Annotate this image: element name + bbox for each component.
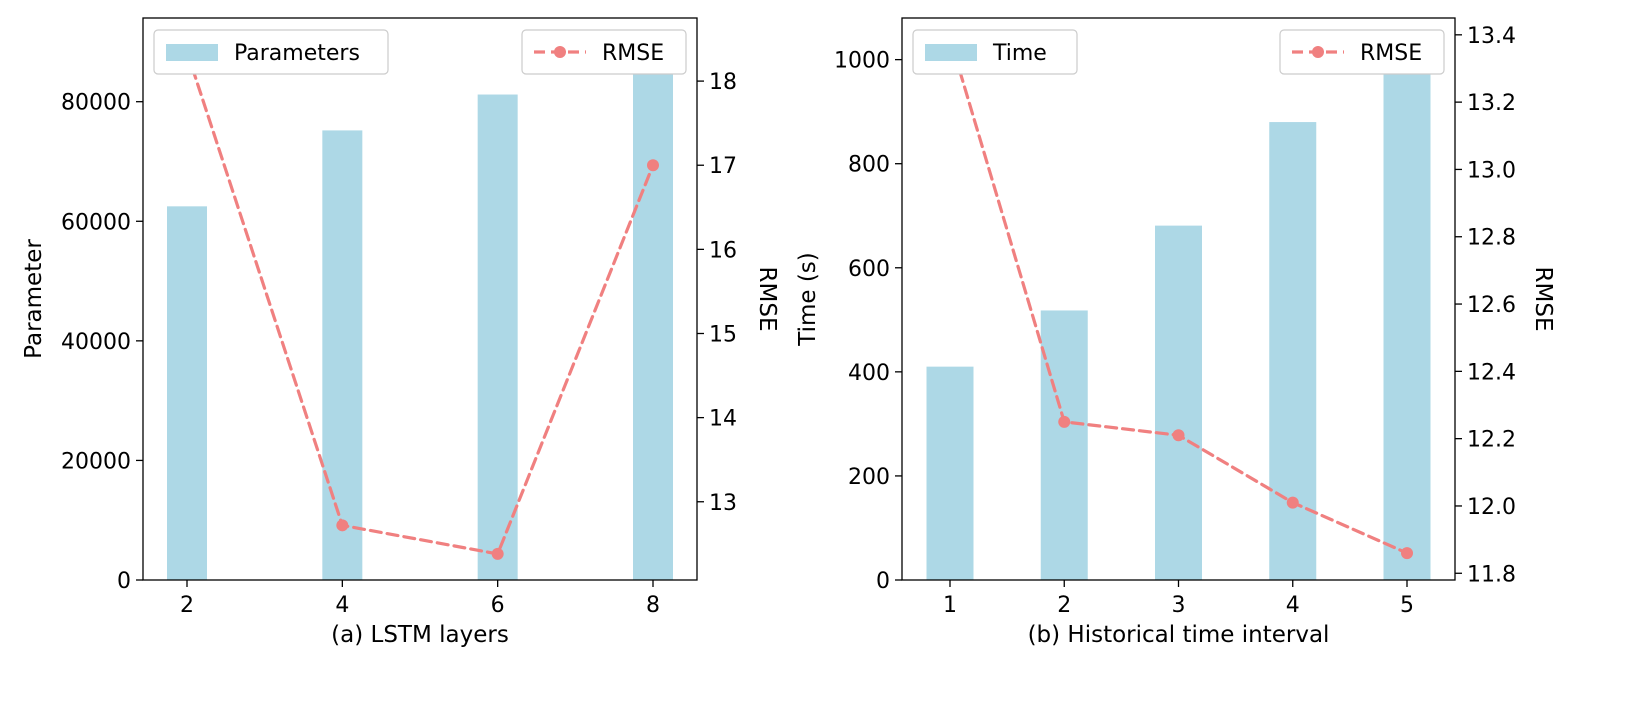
y-left-tick-label: 0 <box>876 569 890 594</box>
bar-2 <box>1040 310 1088 580</box>
legend-bar-label: Parameters <box>234 41 360 66</box>
y-left-tick-label: 400 <box>848 361 890 386</box>
x-tick-label: 4 <box>1286 593 1300 618</box>
x-tick-label: 2 <box>180 593 194 618</box>
legend-box <box>153 29 389 75</box>
legend-bar-swatch <box>166 44 218 61</box>
y-right-tick-label: 11.8 <box>1467 562 1516 587</box>
rmse-point-4 <box>336 519 349 532</box>
y-right-tick-label: 17 <box>709 154 737 179</box>
y-left-tick-label: 600 <box>848 257 890 282</box>
rmse-point-5 <box>1401 547 1413 560</box>
y-right-tick-label: 13.0 <box>1467 158 1516 183</box>
rmse-line <box>185 50 655 556</box>
y-left-tick-label: 20000 <box>61 449 131 474</box>
bar-5 <box>1383 59 1431 580</box>
y-right-tick-label: 15 <box>709 322 737 347</box>
y-left-tick-label: 0 <box>117 569 131 594</box>
legend-line: RMSE <box>1279 29 1445 75</box>
y-right-tick-label: 13.4 <box>1467 24 1516 49</box>
rmse-point-4 <box>1286 496 1299 509</box>
x-tick-label: 4 <box>335 593 349 618</box>
x-axis-label: (a) LSTM layers <box>331 622 509 648</box>
rmse-point-8 <box>647 159 659 172</box>
y-left-tick-label: 1000 <box>834 49 890 74</box>
legend-bar-swatch <box>925 44 977 61</box>
bar-8 <box>633 53 673 581</box>
y-right-axis-label: RMSE <box>1530 267 1556 332</box>
chart-a: 2 4 6 8 0 20000 40000 60000 80000 13 14 15 16 17 18 (a)… <box>21 17 780 648</box>
y-right-tick-label: 12.0 <box>1467 495 1516 520</box>
legend-line-marker <box>554 46 566 58</box>
x-tick-label: 1 <box>943 593 957 618</box>
legend-box <box>1279 29 1445 75</box>
bar-6 <box>477 94 518 581</box>
y-left-axis-label: Parameter <box>21 239 47 359</box>
bar-2 <box>167 206 207 581</box>
x-tick-label: 3 <box>1172 593 1186 618</box>
rmse-point-6 <box>491 547 504 560</box>
x-tick-label: 8 <box>646 593 660 618</box>
legend-bar: Time <box>912 29 1078 75</box>
legend-line-label: RMSE <box>1360 41 1422 66</box>
legend-line-marker <box>1312 46 1324 58</box>
bar-3 <box>1155 225 1202 580</box>
legend-line-label: RMSE <box>602 41 664 66</box>
y-right-tick-label: 13 <box>709 491 737 516</box>
y-right-tick-label: 14 <box>709 407 737 432</box>
legend-box <box>521 29 687 75</box>
y-left-tick-label: 200 <box>848 465 890 490</box>
y-right-tick-label: 12.2 <box>1467 428 1516 453</box>
legend-line: RMSE <box>521 29 687 75</box>
y-left-tick-label: 40000 <box>61 330 131 355</box>
y-right-tick-label: 12.4 <box>1467 360 1516 385</box>
y-right-axis-label: RMSE <box>754 267 780 332</box>
bar-1 <box>926 366 974 580</box>
y-left-axis-label: Time (s) <box>795 252 821 347</box>
y-left-tick-label: 800 <box>848 153 890 178</box>
legend-box <box>912 29 1078 75</box>
rmse-point-2 <box>1058 415 1071 428</box>
y-left-tick-label: 80000 <box>61 91 131 116</box>
y-right-tick-label: 18 <box>709 70 737 95</box>
y-right-tick-label: 13.2 <box>1467 91 1516 116</box>
x-axis-label: (b) Historical time interval <box>1028 622 1330 648</box>
x-tick-label: 6 <box>491 593 505 618</box>
rmse-point-3 <box>1172 429 1185 442</box>
legend-bar-label: Time <box>992 41 1047 66</box>
bar-4 <box>322 130 363 580</box>
plot-frame <box>142 17 698 581</box>
y-right-tick-label: 12.8 <box>1467 226 1516 251</box>
y-right-tick-label: 12.6 <box>1467 293 1516 318</box>
y-right-tick-label: 16 <box>709 238 737 263</box>
chart-b: 1 2 3 4 5 0 200 400 600 800 1000 11.8 12.0 12.2 12.4 12… <box>795 17 1556 648</box>
legend-bar: Parameters <box>153 29 389 75</box>
x-tick-label: 5 <box>1400 593 1414 618</box>
y-left-tick-label: 60000 <box>61 210 131 235</box>
x-tick-label: 2 <box>1057 593 1071 618</box>
